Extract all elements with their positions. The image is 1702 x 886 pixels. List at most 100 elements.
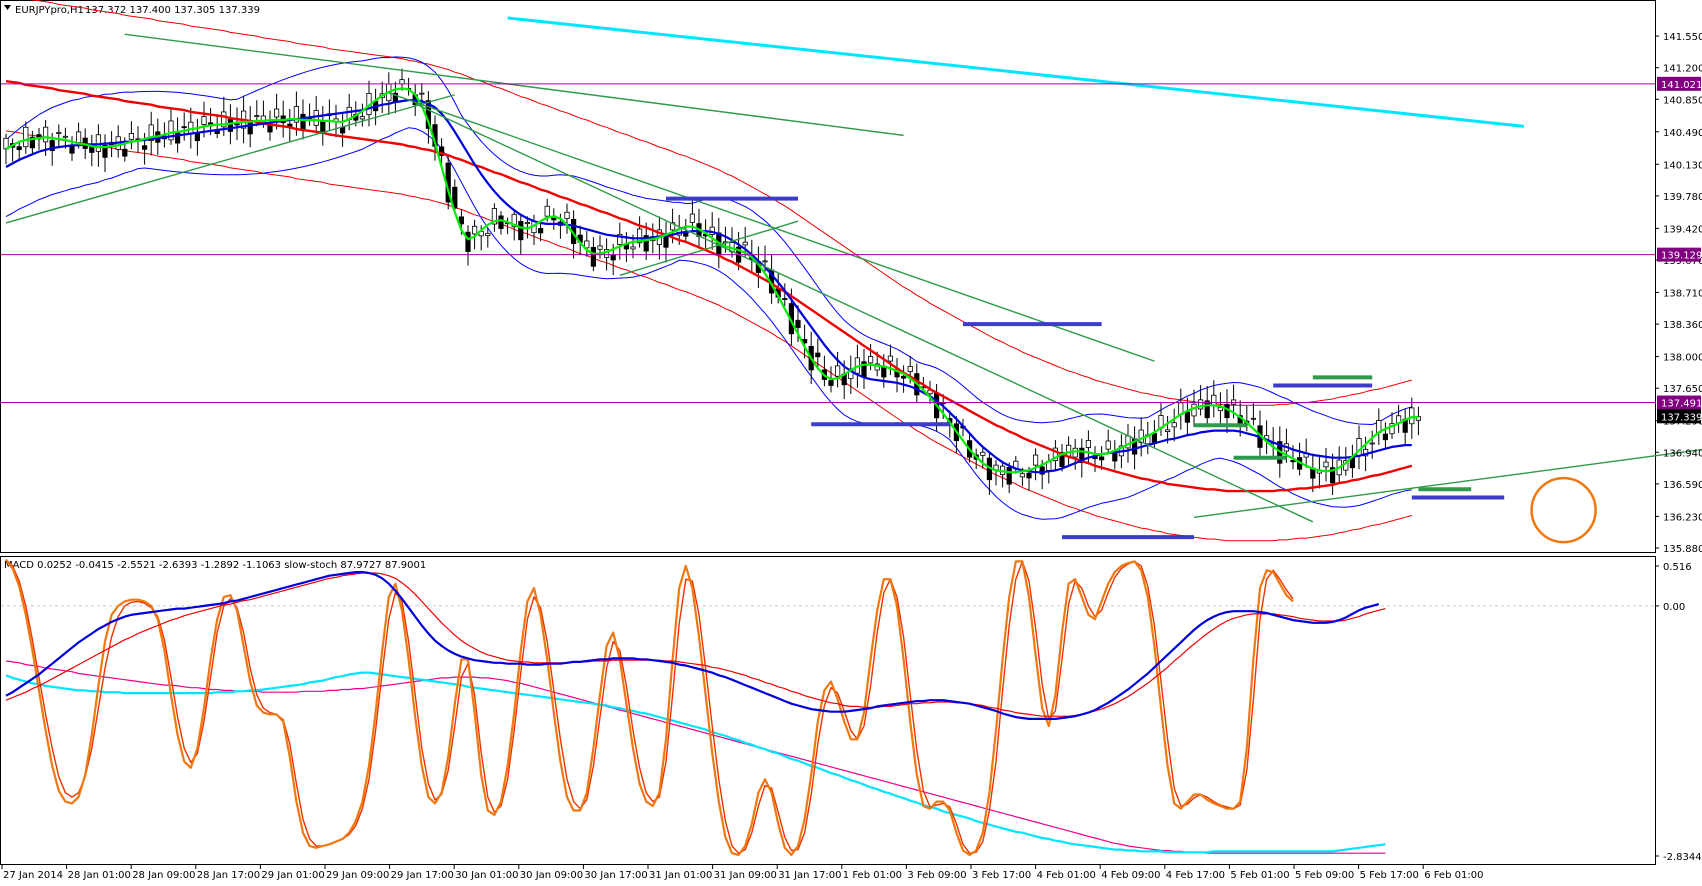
price-axis-label: 139.780 [1663,192,1702,203]
time-axis-label: 28 Jan 01:00 [68,870,131,881]
price-axis-label: 138.360 [1663,320,1702,331]
candle-body [293,106,300,123]
indicator-pane-frame [0,556,1656,865]
bollinger-lower-line [5,127,1412,520]
candle-body [1330,467,1336,484]
candle-body [300,113,306,130]
candle-body [458,216,465,225]
candle-body [122,148,128,157]
time-axis-label: 6 Feb 01:00 [1424,870,1483,881]
candle-body [1409,407,1415,425]
candle-body [498,215,504,229]
target-circle [1530,476,1597,544]
main-pane-frame [0,0,1656,553]
candle-body [62,135,69,138]
price-axis-label: 135.880 [1663,544,1702,555]
level-badge-box [1657,395,1701,410]
candle-body [1085,440,1091,448]
time-axis-label: 31 Jan 01:00 [649,870,712,881]
candle-body [128,132,134,140]
time-axis-label: 29 Jan 09:00 [326,870,389,881]
time-axis-label: 28 Jan 09:00 [132,870,195,881]
candle-body [524,222,531,225]
level-badge-box [1657,247,1701,262]
price-axis-label: 136.940 [1663,448,1702,459]
price-axis-label: 136.590 [1663,480,1702,491]
candle-body [689,213,696,223]
indicator-label: MACD 0.0252 -0.0415 -2.5521 -2.6393 -1.2… [4,560,426,571]
candle-body [643,235,649,252]
candle-body [1191,403,1197,417]
time-axis-label: 4 Feb 09:00 [1101,870,1160,881]
candle-body [141,145,148,150]
candle-body [630,246,636,250]
symbol-label: EURJPYpro,H1 [15,5,84,16]
candle-body [1059,452,1065,468]
candle-body [1382,433,1388,441]
time-axis-label: 31 Jan 17:00 [778,870,841,881]
indicator-axis-label: 0.00 [1663,602,1685,613]
time-axis-label: 28 Jan 17:00 [197,870,260,881]
candle-body [637,228,643,244]
candle-body [1052,447,1058,462]
candle-body [491,208,498,225]
candle-body [795,319,801,328]
candle-body [399,79,405,85]
current-price-label: 137.339 [1661,412,1702,423]
time-axis-label: 30 Jan 01:00 [455,870,518,881]
sma-slow-line [5,80,1413,493]
candle-body [247,121,253,135]
sma-fast-line [5,87,1419,474]
price-axis-label: 140.490 [1663,128,1702,139]
candle-body [1369,442,1375,445]
triangle-down-icon[interactable] [4,5,11,10]
current-price-badge: 137.339 [1657,409,1702,424]
candle-body [1171,422,1177,428]
sma-mid-line [5,99,1412,474]
candle-body [227,118,233,132]
candle-body [267,125,273,133]
candle-body [518,221,524,241]
candle-body [1290,460,1296,463]
candle-body [471,225,478,235]
candle-body [1105,440,1111,450]
current-price-box [1657,409,1701,424]
candle-body [1231,399,1237,405]
candle-body [1039,466,1045,475]
price-axis-label: 136.230 [1663,512,1702,523]
candle-body [56,131,62,134]
axes-layer: 141.550 141.200 140.850 140.490 140.130 139.7… [1,32,1702,881]
time-axis-label: 27 Jan 2014 [3,870,63,881]
candle-body [1323,461,1329,468]
candle-body [762,260,768,263]
candle-body [359,116,366,120]
trendline-green-2 [124,33,904,137]
candle-body [168,120,174,141]
price-axis-label: 138.000 [1663,353,1702,364]
price-axis-label: 139.420 [1663,224,1702,235]
candle-body [273,108,280,118]
time-axis-label: 4 Feb 17:00 [1166,870,1225,881]
main-chart-layer [1,0,1702,544]
price-axis-label: 140.850 [1663,95,1702,106]
candle-body [16,146,22,151]
candle-body [597,245,603,250]
candle-body [102,144,108,158]
candle-body [76,131,82,143]
candle-body [1033,454,1039,466]
candle-body [201,116,207,125]
level-badge-label: 137.491 [1661,399,1702,410]
price-axis-label: 141.200 [1663,64,1702,75]
macd-slow-cyan-line [5,671,1386,854]
candle-body [538,228,544,234]
candle-body [1079,447,1085,464]
candle-body [23,126,29,148]
candle-body [1099,456,1105,461]
level-price-badge: 137.491 [1657,395,1702,410]
candle-body [828,380,834,386]
time-axis-label: 29 Jan 17:00 [391,870,454,881]
candle-body [1026,472,1032,479]
price-axis-label: 140.130 [1663,160,1702,171]
candle-body [313,110,319,126]
